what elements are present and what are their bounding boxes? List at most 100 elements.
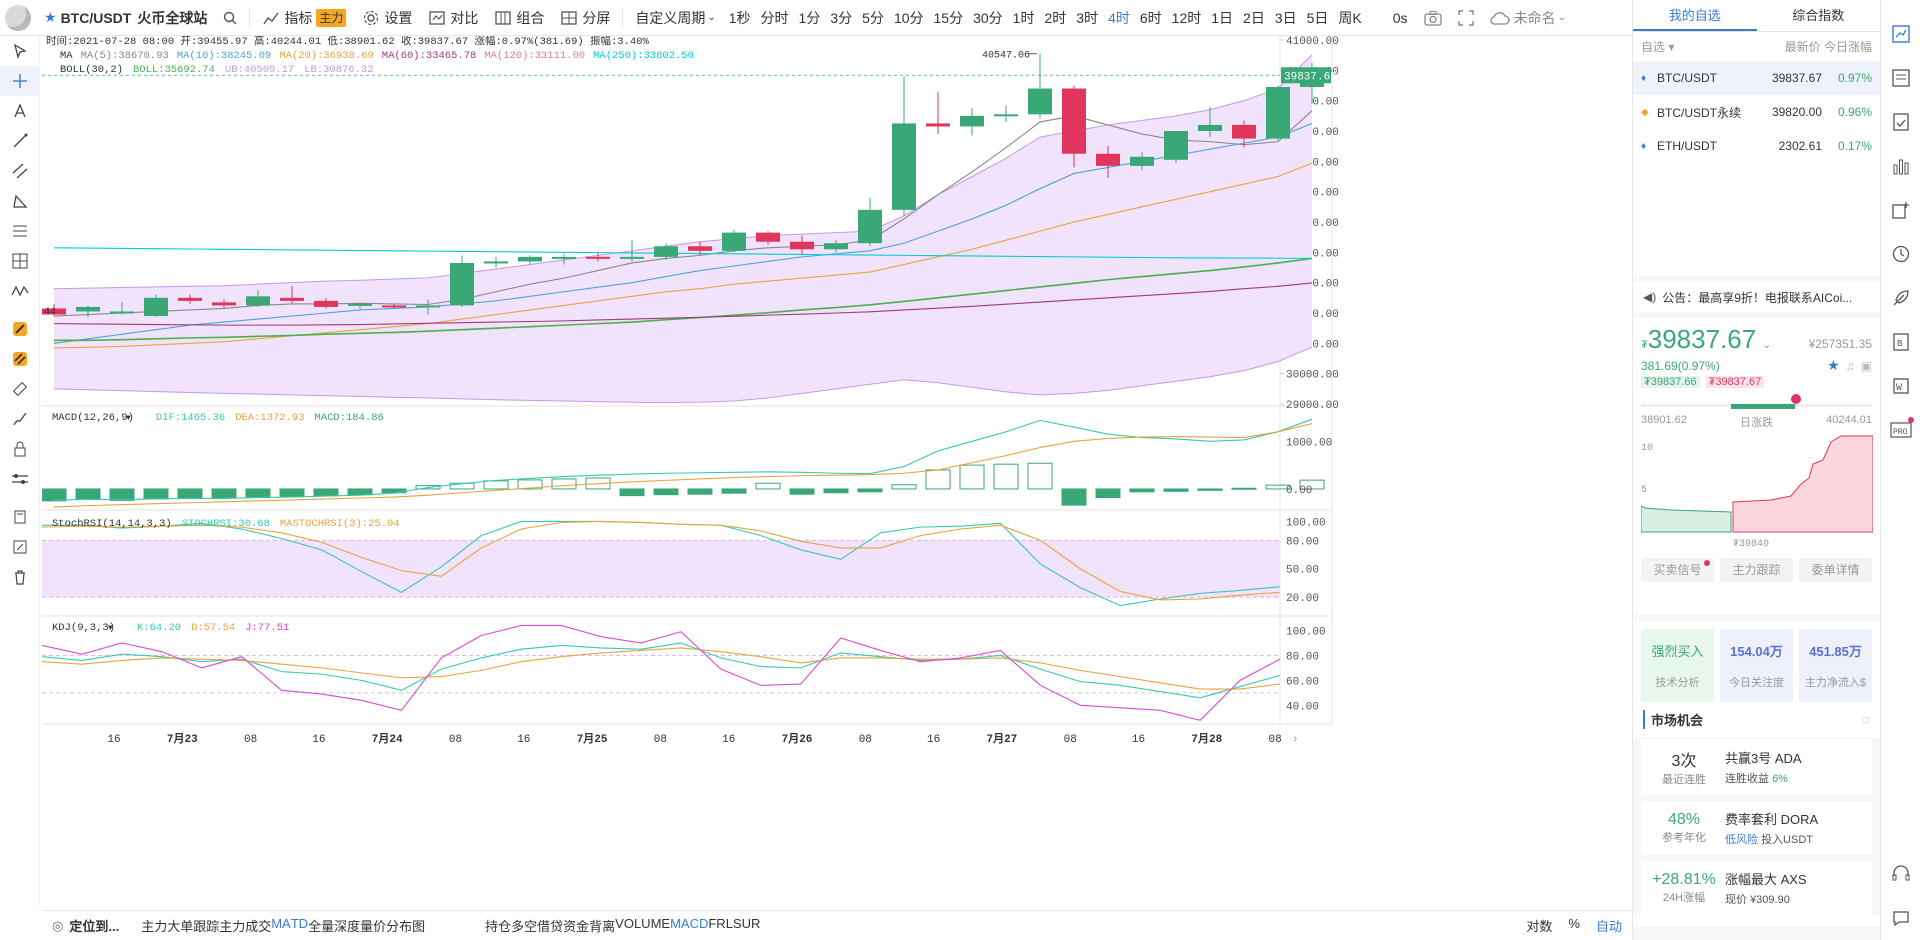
symbol-selector[interactable]: ★ BTC/USDT 火币全球站 — [36, 0, 215, 36]
triangle-tool[interactable] — [0, 186, 40, 216]
locate-button[interactable]: ◎ 定位到... — [42, 916, 129, 935]
stat-attention[interactable]: 154.04万 今日关注度 — [1720, 629, 1793, 702]
sidebar-notes[interactable]: B — [1881, 320, 1920, 364]
screenshot-button[interactable] — [1416, 0, 1450, 36]
measure-tool[interactable] — [0, 246, 40, 276]
period-1[interactable]: 分时 — [760, 9, 789, 26]
order-detail-button[interactable]: 委单详情 — [1799, 558, 1872, 582]
watch-col-price[interactable]: 最新价 — [1784, 40, 1821, 54]
period-16[interactable]: 3日 — [1274, 9, 1297, 26]
cloud-save-button[interactable]: 未命名 ⌄ — [1482, 0, 1574, 36]
bell-icon[interactable]: ♫ — [1845, 358, 1855, 373]
period-0[interactable]: 1秒 — [728, 9, 751, 26]
watchlist-row[interactable]: ◆ BTC/USDT永续 39820.00 0.96% — [1633, 95, 1880, 129]
watch-col-change[interactable]: 今日涨幅 — [1823, 40, 1872, 54]
settings-button[interactable]: 设置 — [354, 0, 420, 36]
sidebar-news[interactable] — [1881, 56, 1920, 100]
period-10[interactable]: 3时 — [1076, 9, 1099, 26]
bottom-item-5[interactable]: 量价分布图 — [360, 919, 426, 934]
period-3[interactable]: 3分 — [830, 9, 853, 26]
app-logo[interactable] — [0, 0, 36, 36]
bottom-item-2[interactable]: 自动 — [1595, 919, 1622, 934]
period-14[interactable]: 1日 — [1211, 9, 1234, 26]
period-12[interactable]: 6时 — [1139, 9, 1162, 26]
search-button[interactable] — [215, 0, 245, 36]
bottom-item-1[interactable]: % — [1568, 916, 1580, 931]
bottom-item-7[interactable]: FR — [708, 916, 726, 931]
stat-tech[interactable]: 强烈买入 技术分析 — [1641, 629, 1714, 702]
sidebar-pro[interactable]: PRO — [1881, 408, 1920, 452]
period-7[interactable]: 30分 — [973, 9, 1003, 26]
info-icon[interactable]: ▣ — [1860, 358, 1872, 373]
period-18[interactable]: 周K — [1338, 9, 1362, 26]
chart-canvas[interactable]: 41000.0040000.0039000.0038000.0037000.00… — [41, 34, 1632, 906]
period-8[interactable]: 1时 — [1012, 9, 1035, 26]
opportunity-card[interactable]: +28.81% 24H涨幅 涨幅最大 AXS 现价 ¥309.90 — [1641, 861, 1872, 915]
period-15[interactable]: 2日 — [1243, 9, 1265, 26]
bottom-item-1[interactable]: 多空 — [511, 919, 538, 934]
brush-tool[interactable] — [0, 404, 40, 434]
period-5[interactable]: 10分 — [893, 9, 924, 26]
sidebar-clock[interactable] — [1881, 232, 1920, 276]
bottom-item-0[interactable]: 对数 — [1526, 919, 1553, 934]
tab-my-watchlist[interactable]: 我的自选 — [1633, 0, 1757, 31]
bottom-item-3[interactable]: 资金 — [563, 919, 590, 934]
custom-period-dropdown[interactable]: 自定义周期 ⌄ — [627, 0, 723, 36]
stat-inflow[interactable]: 451.85万 主力净流入$ — [1799, 629, 1872, 702]
sidebar-signals[interactable] — [1881, 100, 1920, 144]
combo-button[interactable]: 组合 — [486, 0, 552, 36]
period-4[interactable]: 5分 — [862, 9, 884, 26]
watchlist-row[interactable]: ♦ BTC/USDT 39837.67 0.97% — [1633, 61, 1880, 95]
refresh-icon[interactable]: ◌ — [1862, 712, 1870, 727]
tab-index[interactable]: 综合指数 — [1792, 8, 1845, 23]
signal-button[interactable]: 买卖信号 — [1641, 558, 1714, 582]
bottom-item-2[interactable]: MA — [271, 916, 291, 931]
bottom-item-4[interactable]: 全量深度 — [308, 919, 361, 934]
parallel-tool[interactable] — [0, 156, 40, 186]
period-9[interactable]: 2时 — [1044, 9, 1067, 26]
period-17[interactable]: 5日 — [1306, 9, 1329, 26]
notice-bar[interactable]: ◀) 公告：最高享9折！电报联系AICoi... — [1633, 282, 1880, 312]
text-tool[interactable] — [0, 96, 40, 126]
bottom-item-2[interactable]: 借贷 — [537, 919, 564, 934]
sidebar-chat[interactable] — [1881, 896, 1920, 940]
star-icon[interactable]: ★ — [44, 9, 57, 25]
cursor-tool[interactable] — [0, 36, 40, 66]
bottom-item-6[interactable]: MACD — [670, 916, 709, 931]
chart-area[interactable]: 41000.0040000.0039000.0038000.0037000.00… — [41, 34, 1632, 906]
sidebar-depth[interactable] — [1881, 144, 1920, 188]
crosshair-tool[interactable] — [0, 66, 40, 96]
ruler-tool[interactable] — [0, 374, 40, 404]
wave-tool[interactable] — [0, 276, 40, 306]
opportunity-card[interactable]: 3次 最近连胜 共赢3号 ADA 连胜收益 6% — [1641, 739, 1872, 795]
watch-col-name[interactable]: 自选 ▾ — [1641, 40, 1675, 54]
indicator-button[interactable]: 指标 主力 — [254, 0, 354, 36]
strong-magnet-tool[interactable] — [0, 344, 40, 374]
main-force-button[interactable]: 主力跟踪 — [1720, 558, 1793, 582]
sidebar-watchlist[interactable] — [1881, 12, 1920, 56]
compare-button[interactable]: 对比 — [420, 0, 486, 36]
sidebar-support[interactable] — [1881, 852, 1920, 896]
bottom-item-4[interactable]: 背离 — [589, 919, 616, 934]
line-tool[interactable] — [0, 126, 40, 156]
star-icon[interactable]: ★ — [1827, 357, 1840, 373]
period-2[interactable]: 1分 — [798, 9, 821, 26]
bottom-item-8[interactable]: LSUR — [725, 916, 761, 931]
fib-tool[interactable] — [0, 216, 40, 246]
bottom-item-3[interactable]: TD — [290, 916, 309, 931]
lock-tool[interactable] — [0, 434, 40, 464]
period-11[interactable]: 4时 — [1108, 9, 1130, 26]
sidebar-draw[interactable] — [1881, 276, 1920, 320]
fullscreen-button[interactable] — [1450, 0, 1482, 36]
delete-tool[interactable] — [0, 562, 40, 592]
bottom-item-0[interactable]: 主力大单跟踪 — [141, 919, 220, 934]
bottom-item-1[interactable]: 主力成交 — [219, 919, 272, 934]
depth-chart[interactable]: 10 5 ₮39840 — [1641, 434, 1873, 552]
period-6[interactable]: 15分 — [933, 9, 964, 26]
period-13[interactable]: 12时 — [1171, 9, 1202, 26]
template-tool[interactable] — [0, 502, 40, 532]
watchlist-row[interactable]: ♦ ETH/USDT 2302.61 0.17% — [1633, 129, 1880, 163]
edit-tool[interactable] — [0, 532, 40, 562]
split-button[interactable]: 分屏 — [552, 0, 618, 36]
opportunity-card[interactable]: 48% 参考年化 费率套利 DORA 低风险 投入USDT — [1641, 801, 1872, 855]
